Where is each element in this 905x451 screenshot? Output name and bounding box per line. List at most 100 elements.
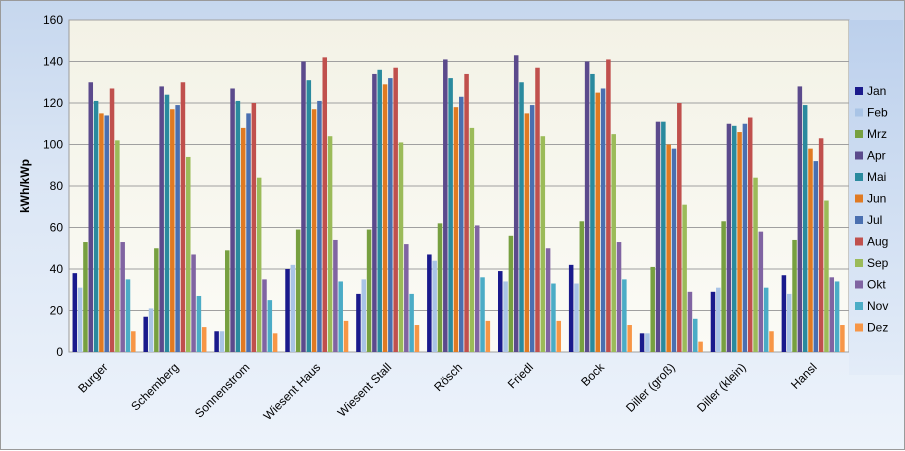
bar <box>818 138 824 352</box>
bar <box>143 316 148 352</box>
bar <box>781 275 787 352</box>
bar <box>201 327 207 352</box>
y-tick-label: 100 <box>43 138 63 152</box>
category-label: Wiesent Haus <box>261 360 324 423</box>
bar <box>600 88 606 352</box>
bar <box>792 239 797 352</box>
bar <box>622 279 627 353</box>
bar <box>671 148 677 352</box>
bar <box>191 254 196 352</box>
category-label: Friedl <box>505 360 536 391</box>
bar <box>317 100 322 353</box>
bar <box>164 94 170 352</box>
bar <box>627 325 632 352</box>
category-label: Hansl <box>788 360 820 392</box>
bar <box>556 320 562 353</box>
bar <box>786 293 792 352</box>
y-tick-label: 20 <box>50 304 64 318</box>
bar <box>437 223 443 352</box>
bar <box>568 264 574 352</box>
bar <box>595 92 601 353</box>
y-tick-label: 120 <box>43 96 63 110</box>
legend-swatch <box>855 194 863 203</box>
bar <box>382 84 388 352</box>
bar <box>104 115 109 352</box>
bar <box>453 107 459 353</box>
bar <box>83 242 88 352</box>
bar <box>732 125 737 352</box>
bar <box>311 109 317 352</box>
bar <box>301 61 306 352</box>
bar <box>666 144 671 352</box>
y-tick-label: 40 <box>50 262 64 276</box>
legend-item: Okt <box>867 278 886 292</box>
bar <box>753 177 758 352</box>
bar <box>716 287 721 352</box>
bar <box>459 96 464 353</box>
bar <box>535 67 540 352</box>
bar <box>338 281 343 352</box>
bar <box>721 221 726 352</box>
bar <box>551 283 556 352</box>
legend-item: Mrz <box>867 127 887 141</box>
bar <box>267 300 273 353</box>
bar <box>503 281 508 352</box>
bar <box>574 283 579 352</box>
bar <box>824 200 829 352</box>
bar <box>742 123 748 352</box>
bar <box>693 318 698 352</box>
legend-swatch <box>855 323 863 332</box>
bar <box>120 242 125 352</box>
bar <box>219 331 225 352</box>
bar <box>131 331 136 352</box>
bar <box>698 341 703 353</box>
bar <box>240 127 246 353</box>
bar <box>343 320 349 353</box>
bar <box>285 269 290 352</box>
bar <box>290 264 296 352</box>
bar <box>829 277 835 352</box>
bar <box>687 291 693 352</box>
bar <box>246 113 251 353</box>
bar <box>214 331 219 352</box>
bar <box>196 295 202 352</box>
legend-swatch <box>855 237 863 246</box>
bar <box>498 271 503 352</box>
bar <box>306 80 312 353</box>
bar <box>432 260 437 352</box>
legend-swatch <box>855 130 863 138</box>
bar <box>464 73 469 352</box>
legend-item: Dez <box>867 321 888 335</box>
bar <box>469 127 475 353</box>
legend-item: Jun <box>867 192 886 206</box>
legend-item: Feb <box>867 106 888 120</box>
legend-item: Apr <box>867 149 886 163</box>
bar <box>513 55 519 353</box>
bar <box>508 235 514 352</box>
bar <box>808 148 813 352</box>
bar <box>427 254 432 352</box>
bar <box>225 250 230 352</box>
y-tick-label: 80 <box>50 179 64 193</box>
bar <box>763 287 769 352</box>
y-tick-label: 140 <box>43 55 63 69</box>
bar <box>159 86 164 353</box>
bar <box>230 88 235 352</box>
bar <box>802 105 808 352</box>
legend-item: Nov <box>867 299 888 313</box>
bar <box>327 136 333 352</box>
legend-swatch <box>855 151 863 160</box>
bar <box>361 279 367 353</box>
bar <box>661 121 666 353</box>
bar <box>443 59 448 353</box>
bar <box>109 88 115 352</box>
bar <box>262 279 267 353</box>
bar <box>769 331 774 352</box>
bar <box>834 281 840 352</box>
category-label: Bock <box>578 360 607 389</box>
bar <box>655 121 661 353</box>
legend-item: Mai <box>867 170 886 184</box>
bar <box>474 225 480 352</box>
bar <box>726 123 732 352</box>
